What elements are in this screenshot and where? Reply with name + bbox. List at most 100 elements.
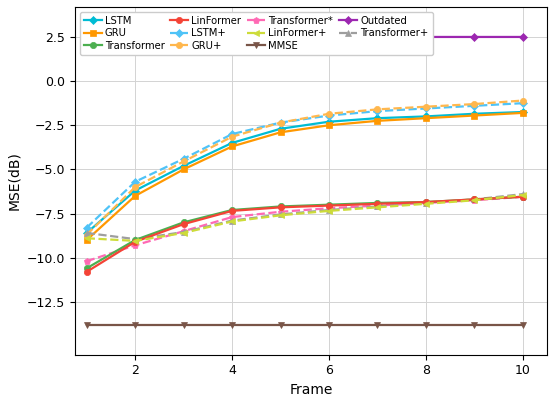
Transformer+ — [374, 204, 381, 209]
Transformer* — [471, 198, 478, 203]
Line: Transformer+: Transformer+ — [84, 191, 526, 242]
Line: GRU: GRU — [84, 110, 526, 243]
Transformer — [132, 238, 138, 242]
MMSE — [326, 322, 332, 327]
LinFormer — [423, 200, 429, 204]
Transformer+ — [520, 191, 526, 196]
GRU — [374, 118, 381, 123]
LinFormer — [229, 208, 235, 213]
Transformer* — [423, 200, 429, 205]
LSTM — [132, 188, 138, 193]
LSTM — [374, 116, 381, 121]
Outdated — [326, 34, 332, 39]
Transformer* — [277, 209, 284, 214]
Transformer — [374, 200, 381, 205]
Transformer — [520, 194, 526, 199]
LSTM+ — [520, 101, 526, 105]
Transformer+ — [277, 212, 284, 217]
LinFormer+ — [471, 198, 478, 203]
LinFormer — [520, 194, 526, 199]
Outdated — [471, 34, 478, 39]
Transformer* — [374, 203, 381, 208]
Outdated — [180, 33, 187, 38]
LinFormer — [277, 205, 284, 210]
Outdated — [423, 34, 429, 39]
LSTM+ — [277, 120, 284, 125]
GRU+ — [84, 232, 90, 237]
Y-axis label: MSE(dB): MSE(dB) — [7, 152, 21, 210]
LSTM+ — [374, 109, 381, 114]
GRU — [132, 194, 138, 198]
GRU+ — [520, 98, 526, 103]
LinFormer+ — [277, 213, 284, 218]
LSTM+ — [471, 103, 478, 108]
LinFormer — [180, 222, 187, 227]
X-axis label: Frame: Frame — [289, 383, 332, 397]
LinFormer+ — [84, 236, 90, 241]
MMSE — [132, 322, 138, 327]
GRU — [471, 113, 478, 118]
Transformer* — [180, 229, 187, 234]
Transformer+ — [180, 229, 187, 234]
Transformer* — [84, 259, 90, 264]
Transformer — [471, 197, 478, 202]
LinFormer+ — [180, 231, 187, 236]
Line: Outdated: Outdated — [84, 15, 526, 40]
LinFormer — [374, 201, 381, 206]
LSTM — [180, 164, 187, 168]
Line: LinFormer+: LinFormer+ — [84, 192, 526, 244]
MMSE — [423, 322, 429, 327]
Transformer — [180, 220, 187, 225]
GRU — [84, 238, 90, 242]
LSTM — [84, 231, 90, 236]
MMSE — [374, 322, 381, 327]
LSTM+ — [132, 179, 138, 184]
Outdated — [132, 34, 138, 39]
LSTM — [229, 141, 235, 145]
LinFormer — [84, 269, 90, 274]
Line: LinFormer: LinFormer — [84, 194, 526, 275]
GRU — [423, 116, 429, 121]
Transformer* — [229, 215, 235, 219]
LSTM+ — [326, 113, 332, 118]
Line: GRU+: GRU+ — [84, 97, 526, 238]
LSTM+ — [423, 106, 429, 111]
LinFormer — [471, 197, 478, 202]
Outdated — [229, 34, 235, 39]
Outdated — [277, 34, 284, 39]
Line: MMSE: MMSE — [84, 322, 526, 328]
GRU — [277, 130, 284, 135]
Transformer+ — [423, 200, 429, 205]
LinFormer+ — [132, 238, 138, 243]
LinFormer+ — [520, 193, 526, 198]
LinFormer — [326, 203, 332, 208]
Transformer+ — [326, 208, 332, 213]
Transformer* — [520, 194, 526, 199]
Transformer+ — [471, 197, 478, 202]
LSTM — [326, 119, 332, 124]
LSTM — [277, 126, 284, 131]
LSTM+ — [229, 132, 235, 137]
LSTM — [520, 109, 526, 114]
LinFormer+ — [423, 201, 429, 206]
MMSE — [471, 322, 478, 327]
Line: Transformer*: Transformer* — [84, 194, 526, 264]
MMSE — [229, 322, 235, 327]
LinFormer — [132, 239, 138, 244]
Transformer* — [132, 243, 138, 248]
Transformer — [84, 266, 90, 271]
LinFormer+ — [326, 208, 332, 213]
Transformer* — [326, 206, 332, 210]
LSTM — [423, 114, 429, 119]
LSTM+ — [180, 156, 187, 161]
MMSE — [180, 322, 187, 327]
LSTM+ — [84, 225, 90, 230]
Line: Transformer: Transformer — [84, 194, 526, 271]
MMSE — [520, 322, 526, 327]
Line: LSTM: LSTM — [84, 109, 526, 236]
GRU+ — [132, 185, 138, 189]
Transformer — [423, 200, 429, 204]
GRU+ — [229, 134, 235, 139]
Line: LSTM+: LSTM+ — [84, 100, 526, 231]
Legend: LSTM, GRU, Transformer, LinFormer, LSTM+, GRU+, Transformer*, LinFormer+, MMSE, : LSTM, GRU, Transformer, LinFormer, LSTM+… — [80, 12, 433, 55]
